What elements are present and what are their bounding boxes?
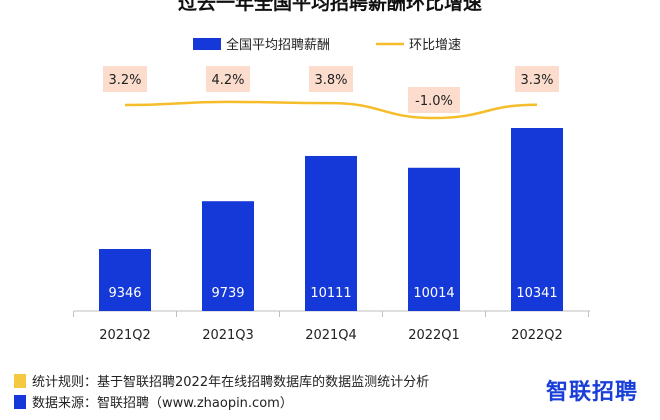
- footer-source: 数据来源：智联招聘（www.zhaopin.com）: [14, 392, 293, 411]
- bar-value-label: 9739: [211, 286, 244, 301]
- growth-label-bg: [408, 87, 460, 113]
- bar: [511, 128, 563, 311]
- growth-label: -1.0%: [415, 94, 453, 109]
- footer-source-text: 数据来源：智联招聘（www.zhaopin.com）: [32, 396, 293, 411]
- x-tick-label: 2022Q1: [408, 328, 460, 343]
- blue-square-icon: [14, 394, 26, 409]
- bar-value-label: 10014: [413, 286, 454, 301]
- growth-label-bg: [206, 66, 250, 92]
- bar-value-label: 10111: [310, 286, 351, 301]
- x-tick-label: 2021Q3: [202, 328, 254, 343]
- bar-value-label: 9346: [108, 286, 141, 301]
- legend-line-label: 环比增速: [409, 38, 461, 53]
- growth-label: 3.8%: [314, 73, 347, 88]
- footer-rule: 统计规则：基于智联招聘2022年在线招聘数据库的数据监测统计分析: [14, 371, 429, 390]
- legend-bar-swatch: [193, 38, 221, 50]
- chart-title: 过去一年全国平均招聘薪酬环比增速: [177, 0, 482, 14]
- growth-label-bg: [515, 66, 559, 92]
- growth-label: 3.2%: [108, 73, 141, 88]
- footer-rule-text: 统计规则：基于智联招聘2022年在线招聘数据库的数据监测统计分析: [32, 375, 430, 390]
- x-tick-label: 2022Q2: [511, 328, 563, 343]
- bar: [202, 201, 254, 311]
- bar-value-label: 10341: [516, 286, 557, 301]
- x-tick-label: 2021Q2: [99, 328, 151, 343]
- bar: [99, 249, 151, 311]
- growth-label: 4.2%: [211, 73, 244, 88]
- bar: [408, 167, 460, 311]
- legend-bar-label: 全国平均招聘薪酬: [226, 37, 330, 53]
- growth-label: 3.3%: [520, 73, 553, 88]
- yellow-square-icon: [14, 373, 26, 388]
- x-tick-label: 2021Q4: [305, 328, 357, 343]
- growth-label-bg: [103, 66, 147, 92]
- growth-line: [124, 100, 538, 120]
- bar: [305, 155, 357, 311]
- growth-label-bg: [309, 66, 353, 92]
- brand-logo: 智联招聘: [545, 380, 638, 405]
